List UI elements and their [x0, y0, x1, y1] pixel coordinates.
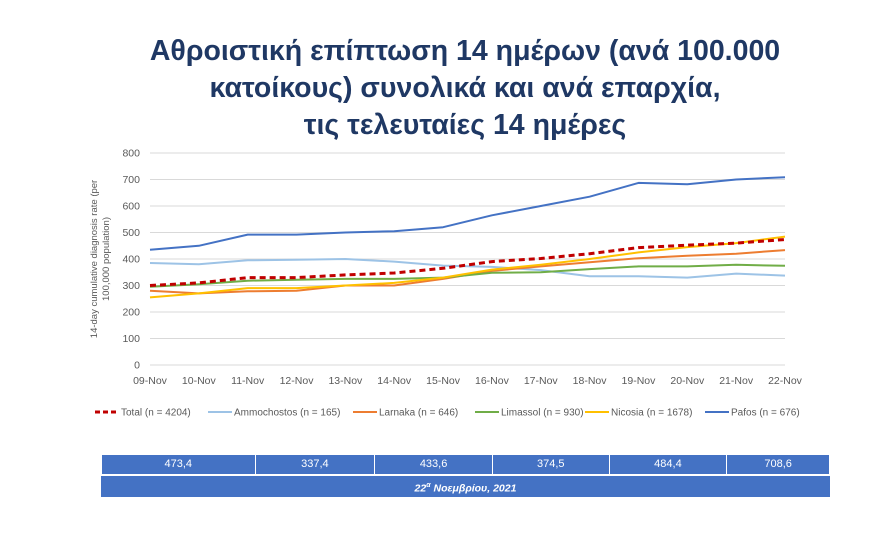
legend-label: Ammochostos (n = 165): [234, 408, 340, 419]
x-tick-label: 14-Nov: [377, 375, 412, 387]
y-axis-label-line: 14-day cumulative diagnosis rate (per: [89, 180, 100, 338]
x-tick-label: 09-Nov: [133, 375, 168, 387]
summary-value-cell: 708,6: [764, 458, 792, 470]
legend-label: Total (n = 4204): [121, 408, 191, 419]
x-tick-label: 11-Nov: [231, 375, 265, 387]
x-tick-label: 10-Nov: [182, 375, 217, 387]
y-tick-label: 600: [122, 201, 140, 213]
legend-label: Pafos (n = 676): [731, 408, 800, 419]
series-lines: [149, 176, 786, 299]
summary-value-cell: 473,4: [102, 455, 256, 474]
y-axis-label-line: 100,000 population): [101, 217, 112, 301]
y-tick-label: 100: [122, 333, 140, 345]
summary-values-row: 473,4 337,4 433,6 374,5 484,4 708,6: [101, 454, 830, 475]
x-axis-ticks: 09-Nov 10-Nov 11-Nov 12-Nov 13-Nov 14-Nov 15-N…: [133, 375, 803, 387]
x-tick-label: 21-Nov: [719, 375, 754, 387]
y-tick-label: 800: [122, 148, 140, 160]
summary-date-rest: Νοεμβρίου, 2021: [430, 482, 517, 495]
summary-value-cell: 484,4: [610, 455, 728, 474]
x-tick-label: 15-Nov: [426, 375, 461, 387]
gridlines: [150, 152, 785, 366]
line-chart: 0 100 200 300 400 500 600 700 800 09-Nov 10-Nov 11…: [89, 148, 803, 419]
legend: Total (n = 4204) Ammochostos (n = 165) Lar…: [95, 408, 800, 419]
y-tick-label: 500: [122, 227, 140, 239]
x-tick-label: 19-Nov: [622, 375, 657, 387]
y-tick-label: 200: [122, 307, 140, 319]
series-line: [149, 176, 786, 251]
summary-value-cell: 337,4: [256, 455, 376, 474]
summary-value-cell: 433,6: [375, 455, 493, 474]
series-line: [149, 235, 786, 299]
y-axis-ticks: 0 100 200 300 400 500 600 700 800: [122, 148, 140, 372]
series-line: [149, 263, 786, 288]
y-axis-label: 14-day cumulative diagnosis rate (per100…: [89, 180, 112, 338]
legend-label: Nicosia (n = 1678): [611, 408, 692, 419]
summary-value-cell: 374,5: [493, 455, 610, 474]
x-tick-label: 18-Nov: [573, 375, 608, 387]
legend-label: Larnaka (n = 646): [379, 408, 458, 419]
x-tick-label: 20-Nov: [670, 375, 705, 387]
title-line-1: Αθροιστική επίπτωση 14 ημέρων (ανά 100.0…: [149, 35, 781, 67]
title-line-2: κατοίκους) συνολικά και ανά επαρχία,: [209, 72, 721, 104]
chart-title: Αθροιστική επίπτωση 14 ημέρων (ανά 100.0…: [120, 33, 810, 144]
series-line: [149, 238, 786, 287]
y-tick-label: 0: [134, 360, 140, 372]
y-tick-label: 300: [122, 280, 140, 292]
series-line: [149, 249, 786, 295]
x-tick-label: 16-Nov: [475, 375, 510, 387]
x-tick-label: 22-Nov: [768, 375, 803, 387]
x-tick-label: 12-Nov: [280, 375, 315, 387]
summary-table: 473,4 337,4 433,6 374,5 484,4 708,6 22α Νοεμβ…: [101, 454, 830, 497]
legend-label: Limassol (n = 930): [501, 408, 584, 419]
x-tick-label: 17-Nov: [524, 375, 559, 387]
title-line-3: τις τελευταίες 14 ημέρες: [303, 109, 627, 141]
series-line: [149, 258, 786, 279]
summary-date: 22α Νοεμβρίου, 2021: [101, 475, 830, 497]
y-tick-label: 700: [122, 174, 140, 186]
y-tick-label: 400: [122, 254, 140, 266]
summary-date-sup: α: [426, 482, 431, 489]
summary-date-day: 22: [414, 482, 427, 495]
x-tick-label: 13-Nov: [328, 375, 363, 387]
